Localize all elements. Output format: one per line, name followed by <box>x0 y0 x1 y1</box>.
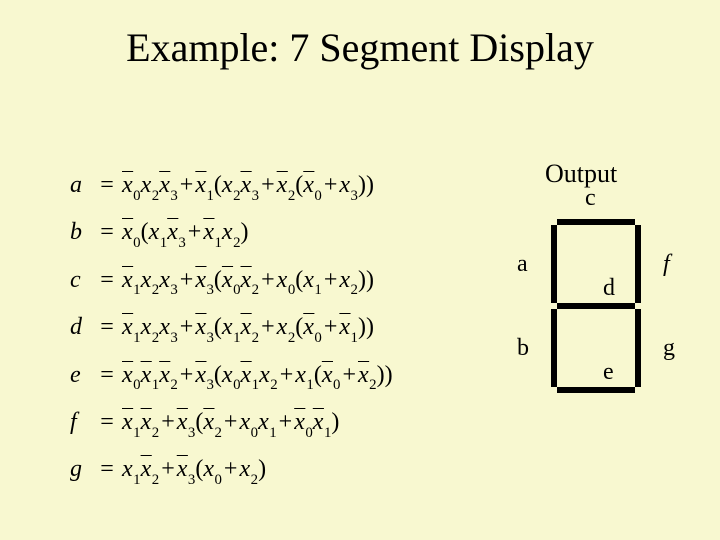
segment-bar-b <box>551 309 557 387</box>
equation-lhs: g <box>70 454 92 484</box>
equation-lhs: d <box>70 312 92 342</box>
segment-label-a: a <box>517 251 528 278</box>
segment-label-b: b <box>517 335 529 362</box>
equation-lhs: a <box>70 170 92 200</box>
equation-rhs: x1x2x3+x3(x0x2+x0(x1+x2)) <box>122 265 374 298</box>
equals-sign: = <box>92 265 122 295</box>
equation-lhs: e <box>70 360 92 390</box>
equation-row: b=x0(x1x3+x1x2) <box>70 217 393 250</box>
equation-row: a=x0x2x3+x1(x2x3+x2(x0+x3)) <box>70 170 393 203</box>
segment-bar-a <box>551 225 557 303</box>
slide: Example: 7 Segment Display a=x0x2x3+x1(x… <box>0 0 720 540</box>
equation-row: g=x1x2+x3(x0+x2) <box>70 454 393 487</box>
equation-lhs: f <box>70 407 92 437</box>
equation-rhs: x1x2+x3(x0+x2) <box>122 454 266 487</box>
segment-bar-g <box>635 309 641 387</box>
equation-rhs: x0x1x2+x3(x0x1x2+x1(x0+x2)) <box>122 360 393 393</box>
segment-bar-e <box>557 387 635 393</box>
equals-sign: = <box>92 217 122 247</box>
equation-rhs: x1x2x3+x3(x1x2+x2(x0+x1)) <box>122 312 374 345</box>
output-label: Output <box>545 159 617 189</box>
segment-bar-f <box>635 225 641 303</box>
page-title: Example: 7 Segment Display <box>0 24 720 71</box>
equals-sign: = <box>92 407 122 437</box>
equals-sign: = <box>92 312 122 342</box>
segment-bar-c <box>557 219 635 225</box>
equation-row: f=x1x2+x3(x2+x0x1+x0x1) <box>70 407 393 440</box>
equation-rhs: x1x2+x3(x2+x0x1+x0x1) <box>122 407 339 440</box>
segment-label-e: e <box>603 359 614 386</box>
equation-list: a=x0x2x3+x1(x2x3+x2(x0+x3))b=x0(x1x3+x1x… <box>70 170 393 502</box>
equation-rhs: x0x2x3+x1(x2x3+x2(x0+x3)) <box>122 170 374 203</box>
segment-shape: c a f d b g e <box>515 209 665 429</box>
segment-label-c: c <box>585 185 596 212</box>
equation-row: e=x0x1x2+x3(x0x1x2+x1(x0+x2)) <box>70 360 393 393</box>
equation-lhs: b <box>70 217 92 247</box>
equation-lhs: c <box>70 265 92 295</box>
equals-sign: = <box>92 170 122 200</box>
equals-sign: = <box>92 360 122 390</box>
equation-row: c=x1x2x3+x3(x0x2+x0(x1+x2)) <box>70 265 393 298</box>
segment-bar-d <box>557 303 635 309</box>
equation-row: d=x1x2x3+x3(x1x2+x2(x0+x1)) <box>70 312 393 345</box>
segment-label-f: f <box>663 251 670 278</box>
equals-sign: = <box>92 454 122 484</box>
equation-rhs: x0(x1x3+x1x2) <box>122 217 249 250</box>
segment-label-d: d <box>603 275 615 302</box>
segment-label-g: g <box>663 335 675 362</box>
